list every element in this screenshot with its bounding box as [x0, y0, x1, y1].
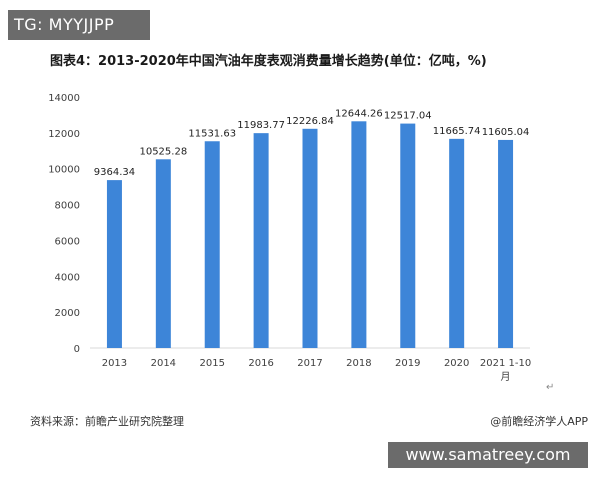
- bar-value-label: 11665.74: [433, 126, 481, 137]
- chart-title: 图表4：2013-2020年中国汽油年度表观消费量增长趋势(单位：亿吨，%): [50, 54, 487, 69]
- x-tick-label: 2014: [151, 358, 176, 369]
- return-mark: ↵: [546, 382, 555, 393]
- bar-value-label: 11983.77: [237, 120, 285, 131]
- bar: [351, 121, 367, 348]
- bar-value-label: 11531.63: [188, 128, 236, 139]
- y-tick-label: 8000: [55, 201, 80, 212]
- x-tick-label: 2018: [346, 358, 371, 369]
- y-tick-label: 0: [74, 344, 80, 355]
- bar: [449, 138, 465, 348]
- bar-value-label: 12226.84: [286, 116, 334, 127]
- x-tick-label: 2019: [395, 358, 420, 369]
- bar-value-label: 10525.28: [139, 146, 187, 157]
- y-tick-label: 4000: [55, 272, 80, 283]
- bar-value-label: 11605.04: [482, 127, 530, 138]
- tg-badge: TG: MYYJJPP: [8, 10, 150, 40]
- bar: [400, 123, 416, 348]
- bar-value-label: 9364.34: [94, 167, 135, 178]
- y-tick-label: 12000: [48, 129, 80, 140]
- x-tick-label: 2015: [199, 358, 224, 369]
- x-tick-label: 2013: [102, 358, 127, 369]
- y-tick-label: 14000: [48, 93, 80, 104]
- bar: [253, 133, 269, 348]
- x-tick-label: 2021 1-10 月: [480, 358, 531, 383]
- x-tick-label: 2016: [248, 358, 273, 369]
- bar-value-label: 12517.04: [384, 111, 432, 122]
- bar: [302, 128, 318, 348]
- y-tick-label: 2000: [55, 308, 80, 319]
- source-note: 资料来源：前瞻产业研究院整理: [30, 415, 184, 428]
- y-tick-label: 6000: [55, 236, 80, 247]
- x-tick-label: 2017: [297, 358, 322, 369]
- bar: [204, 141, 220, 348]
- bar: [106, 180, 122, 348]
- x-tick-label: 2020: [444, 358, 469, 369]
- bar-chart: 0 2000 4000 6000 8000 10000 12000 14000 9364.34 2…: [48, 93, 531, 383]
- y-tick-label: 10000: [48, 165, 80, 176]
- bar-value-label: 12644.26: [335, 108, 383, 119]
- credit-note: @前瞻经济学人APP: [490, 415, 588, 428]
- bar: [498, 139, 514, 348]
- bar: [155, 159, 171, 348]
- watermark-url: www.samatreey.com: [388, 442, 588, 468]
